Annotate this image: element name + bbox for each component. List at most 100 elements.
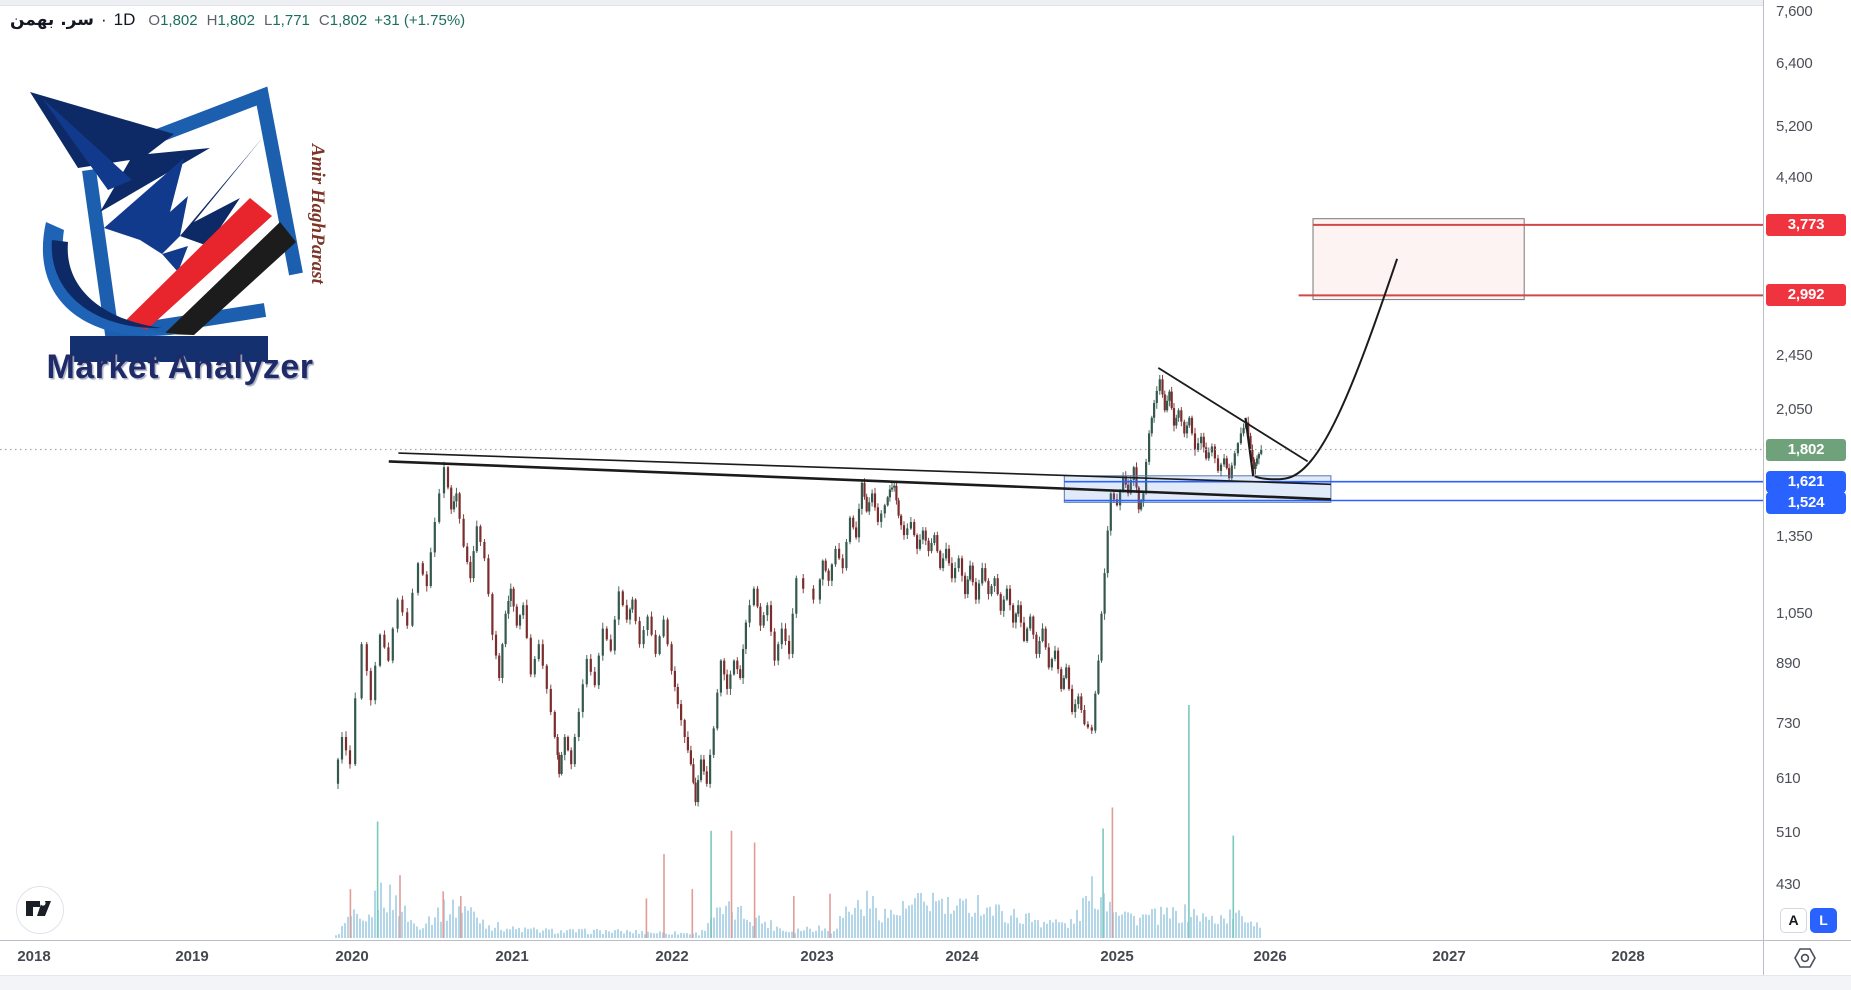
chart-surface[interactable] [0,0,1763,940]
close-label: C [318,12,330,29]
candle-body [1188,417,1191,426]
volume-bar [341,925,343,938]
year-tick-label-2027: 2027 [1432,948,1466,965]
candle-body [1158,379,1161,391]
candle-body [694,782,697,803]
volume-bar [566,930,568,938]
candle-body [777,644,780,661]
log-scale-button[interactable]: L [1810,908,1837,933]
signature-text: Amir HaghParast [307,143,328,285]
volume-bar [1235,912,1237,938]
candle-body [888,489,891,498]
volume-bar [758,915,760,938]
candle-body [383,634,386,648]
candle-body [491,594,494,635]
volume-bar [1217,924,1219,938]
volume-bar [392,910,394,938]
volume-bar [401,911,403,938]
volume-bar [1124,911,1126,938]
volume-bar [563,932,565,938]
volume-bar [1043,921,1045,938]
volume-bar [977,895,979,938]
volume-bar [389,884,391,938]
year-tick-label-2024: 2024 [945,948,979,965]
volume-bar [404,905,406,938]
candle-body [883,505,886,514]
candle-body [1086,724,1089,728]
candle-body [1161,379,1164,395]
symbol-legend[interactable]: سر. بهمن · 1D O1,802 H1,802 L1,771 C1,80… [10,10,465,30]
volume-bar [911,904,913,938]
volume-bar [1223,918,1225,938]
volume-bar [938,900,940,938]
candle-body [762,615,765,626]
candle-body [438,493,441,522]
candle-body [1103,573,1106,614]
axis-settings-gear-icon[interactable] [1792,945,1818,971]
candle-body [863,482,866,497]
candle-body [686,737,689,751]
volume-bar [1259,927,1261,938]
price-axis[interactable]: A L 7,600 6,400 5,200 4,400 2,450 2,050 1,350 1… [1763,0,1851,940]
volume-bar [1127,912,1129,938]
volume-spike [829,893,831,938]
volume-bar [1166,907,1168,938]
volume-bar [920,892,922,938]
volume-bar [767,928,769,938]
candle-body [1228,468,1231,479]
volume-bar [1007,923,1009,938]
candle-body [537,644,540,659]
candle-body [336,759,340,784]
candle-body [927,540,930,552]
volume-bar [1115,912,1117,938]
volume-bar [851,914,853,938]
volume-bar [614,930,616,938]
candle-body [732,660,736,675]
volume-bar [1088,901,1090,938]
volume-spike [753,842,756,938]
candle-body [601,628,604,656]
candle-body [1057,650,1060,670]
candle-body [773,631,776,661]
candle-body [1119,490,1122,506]
volume-bar [491,930,493,938]
volume-bar [782,930,784,938]
volume-bar [707,923,709,938]
candle-body [930,543,933,552]
volume-bar [635,930,637,938]
time-axis[interactable]: 2018 2019 2020 2021 2022 2023 2024 2025 2026 2027… [0,940,1763,975]
volume-bar [617,929,619,938]
candle-body [921,530,924,540]
candle-body [748,605,751,623]
candle-body [354,698,357,765]
volume-bar [593,929,595,938]
volume-bar [599,930,601,938]
candle-body [1197,443,1200,450]
top-toolbar-edge [0,0,1851,6]
tradingview-logo[interactable] [16,886,64,934]
volume-bar [905,908,907,938]
volume-bar [620,931,622,938]
volume-bar [1031,921,1033,938]
volume-bar [674,931,676,938]
volume-bar [1076,909,1078,938]
candle-body [1074,704,1077,712]
timeframe-label[interactable]: 1D [113,10,136,29]
volume-bar [659,931,661,938]
volume-bar [338,934,340,938]
volume-bar [356,913,358,938]
volume-bar [917,893,919,938]
candle-body [969,565,972,580]
candle-body [906,528,909,535]
candle-body [1168,391,1171,401]
candle-body [455,493,458,502]
candle-body [950,563,953,579]
symbol-name[interactable]: سر. بهمن [10,10,94,30]
candle-body [560,754,563,774]
auto-scale-button[interactable]: A [1780,908,1807,933]
candle-body [1012,605,1015,623]
candle-body [780,628,783,645]
volume-bar [1184,904,1186,938]
candle-body [1177,410,1180,418]
year-tick-label-2020: 2020 [335,948,369,965]
